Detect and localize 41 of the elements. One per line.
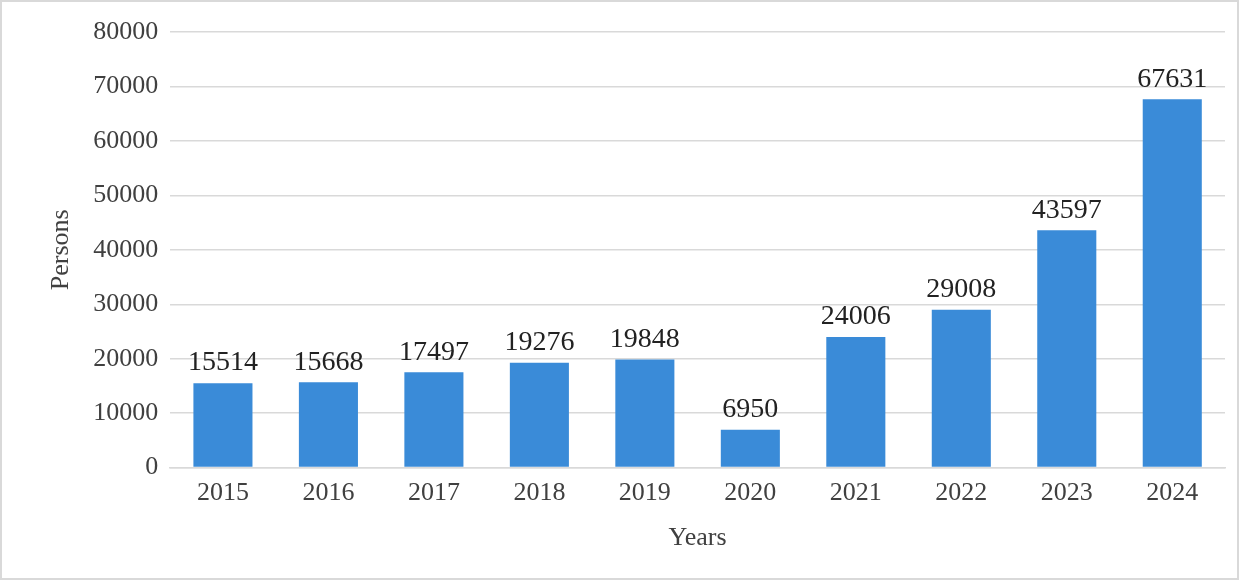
x-tick-label: 2024 [1146, 477, 1199, 507]
data-label: 67631 [1137, 61, 1208, 93]
x-tick-label: 2020 [724, 477, 777, 507]
data-label: 19276 [504, 325, 575, 356]
y-axis-title: Persons [45, 209, 75, 291]
y-tick-label: 60000 [93, 124, 159, 154]
y-tick-label: 0 [145, 451, 159, 481]
data-label: 15514 [187, 345, 258, 377]
data-label: 19848 [609, 321, 680, 353]
y-tick-label: 40000 [93, 233, 159, 263]
data-label: 6950 [722, 392, 779, 424]
x-tick-label: 2016 [302, 477, 355, 507]
y-tick-label: 20000 [93, 342, 159, 372]
data-label: 43597 [1031, 192, 1102, 224]
bar [1142, 99, 1202, 467]
data-label: 24006 [820, 299, 891, 331]
bar [298, 382, 358, 467]
bar [509, 362, 569, 467]
bar [826, 336, 886, 467]
data-label: 29008 [926, 272, 997, 304]
x-tick-label: 2018 [513, 477, 566, 507]
x-tick-label: 2022 [935, 477, 988, 507]
bar [1037, 230, 1097, 467]
y-tick-label: 80000 [93, 15, 159, 45]
y-tick-label: 30000 [93, 288, 159, 318]
bar [720, 429, 780, 467]
x-tick-label: 2021 [829, 477, 882, 507]
x-tick-label: 2015 [196, 477, 249, 507]
y-tick-label: 10000 [93, 396, 159, 426]
bar [193, 383, 253, 467]
x-tick-label: 2023 [1040, 477, 1093, 507]
x-tick-label: 2019 [618, 477, 671, 507]
bar [931, 309, 991, 467]
data-label: 15668 [293, 344, 364, 376]
bar [404, 372, 464, 467]
bar [615, 359, 675, 467]
y-tick-label: 70000 [93, 70, 159, 100]
x-axis-title: Years [668, 522, 727, 552]
y-tick-label: 50000 [93, 179, 159, 209]
x-tick-label: 2017 [407, 477, 460, 507]
data-label: 17497 [398, 334, 469, 366]
